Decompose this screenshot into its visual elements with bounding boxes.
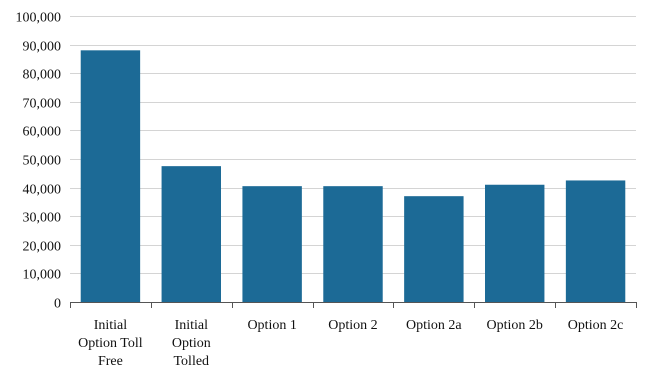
bar xyxy=(80,50,141,302)
axes xyxy=(70,302,637,308)
y-tick-label: 20,000 xyxy=(23,240,62,255)
bars xyxy=(80,50,626,302)
x-tick-label: Initial Option Tolled xyxy=(172,318,211,369)
bar xyxy=(161,166,222,302)
bar xyxy=(242,186,302,302)
y-tick-label: 80,000 xyxy=(23,68,62,83)
x-tick-label: Option 1 xyxy=(247,318,296,333)
y-tick-label: 60,000 xyxy=(23,125,62,140)
x-tick-label: Option 2b xyxy=(487,318,543,333)
y-tick-label: 100,000 xyxy=(16,11,62,26)
bar xyxy=(565,180,626,302)
y-tick-label: 10,000 xyxy=(23,268,62,283)
x-axis-ticks: Initial Option Toll Free Initial Option Tolle… xyxy=(78,318,623,369)
x-tick-label: Option 2a xyxy=(406,318,462,333)
y-axis-ticks: 0 10,000 20,000 30,000 40,000 50,000 60,000 70,… xyxy=(16,11,62,312)
y-tick-label: 30,000 xyxy=(23,211,62,226)
bar xyxy=(323,186,383,302)
x-tick-label: Initial Option Toll Free xyxy=(78,318,143,369)
bar xyxy=(484,184,545,302)
x-tick-label: Option 2 xyxy=(328,318,377,333)
bar xyxy=(404,196,464,302)
x-tick-label: Option 2c xyxy=(568,318,624,333)
y-tick-label: 70,000 xyxy=(23,97,62,112)
y-tick-label: 40,000 xyxy=(23,183,62,198)
y-tick-label: 0 xyxy=(54,297,61,312)
y-tick-label: 90,000 xyxy=(23,40,62,55)
y-tick-label: 50,000 xyxy=(23,154,62,169)
